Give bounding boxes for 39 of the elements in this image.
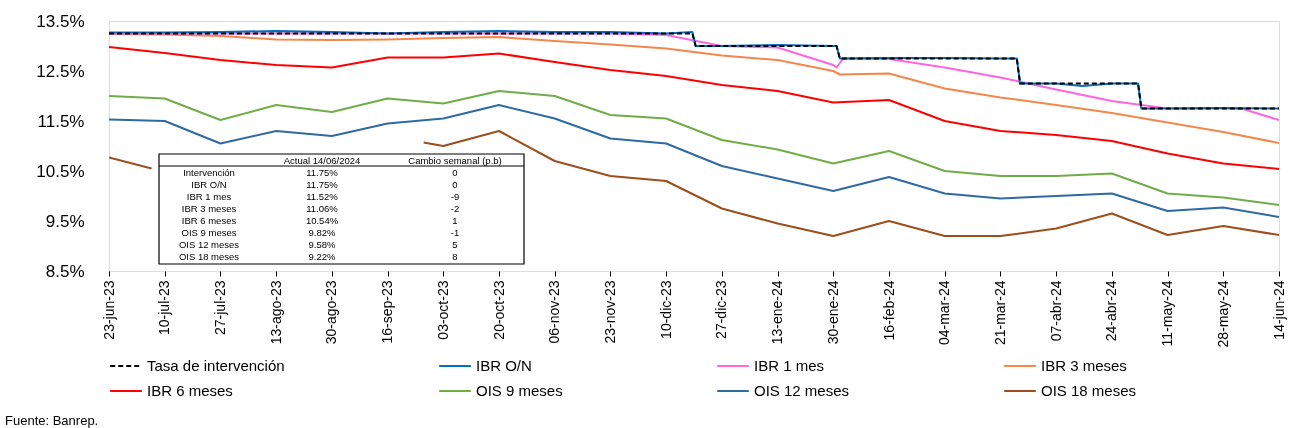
legend-label: IBR 1 mes xyxy=(754,357,825,374)
x-tick-label: 11-may-24 xyxy=(1159,280,1176,347)
x-tick-label: 21-mar-24 xyxy=(991,280,1008,346)
x-tick-label: 06-nov-23 xyxy=(546,280,563,344)
legend-label: IBR O/N xyxy=(476,357,532,374)
y-tick-label: 13.5% xyxy=(36,11,85,31)
x-tick-label: 23-jun-23 xyxy=(100,280,117,340)
x-tick-label: 04-mar-24 xyxy=(936,280,953,346)
legend-label: OIS 12 meses xyxy=(754,382,850,399)
legend-label: IBR 6 meses xyxy=(147,382,233,399)
x-tick-label: 30-ago-23 xyxy=(323,280,340,345)
legend-label: IBR 3 meses xyxy=(1041,357,1127,374)
x-tick-label: 16-feb-24 xyxy=(880,280,897,341)
x-tick-label: 27-jul-23 xyxy=(211,280,228,335)
y-tick-label: 8.5% xyxy=(45,261,85,281)
x-tick-label: 23-nov-23 xyxy=(601,280,618,344)
x-tick-label: 03-oct-23 xyxy=(434,280,451,340)
y-tick-label: 11.5% xyxy=(37,111,85,131)
x-tick-label: 14-jun-24 xyxy=(1270,280,1287,340)
x-tick-label: 30-ene-24 xyxy=(824,280,841,345)
line-series xyxy=(109,90,1279,206)
x-tick-label: 27-dic-23 xyxy=(713,280,730,339)
line-series xyxy=(109,46,1279,170)
source-note: Fuente: Banrep. xyxy=(5,413,99,428)
x-tick-label: 10-dic-23 xyxy=(657,280,674,339)
legend-label: Tasa de intervención xyxy=(147,357,285,374)
y-tick-label: 10.5% xyxy=(36,161,85,181)
x-tick-label: 16-sep-23 xyxy=(379,280,396,344)
legend-label: OIS 9 meses xyxy=(476,382,563,399)
x-tick-label: 07-abr-24 xyxy=(1047,280,1064,342)
x-tick-label: 13-ene-24 xyxy=(769,280,786,345)
x-tick-label: 20-oct-23 xyxy=(490,280,507,340)
y-tick-label: 9.5% xyxy=(45,211,85,231)
x-tick-label: 13-ago-23 xyxy=(267,280,284,345)
x-tick-label: 24-abr-24 xyxy=(1103,280,1120,342)
x-tick-label: 28-may-24 xyxy=(1214,280,1231,348)
y-tick-label: 12.5% xyxy=(36,61,85,81)
legend-label: OIS 18 meses xyxy=(1041,382,1137,399)
x-tick-label: 10-jul-23 xyxy=(156,280,173,335)
